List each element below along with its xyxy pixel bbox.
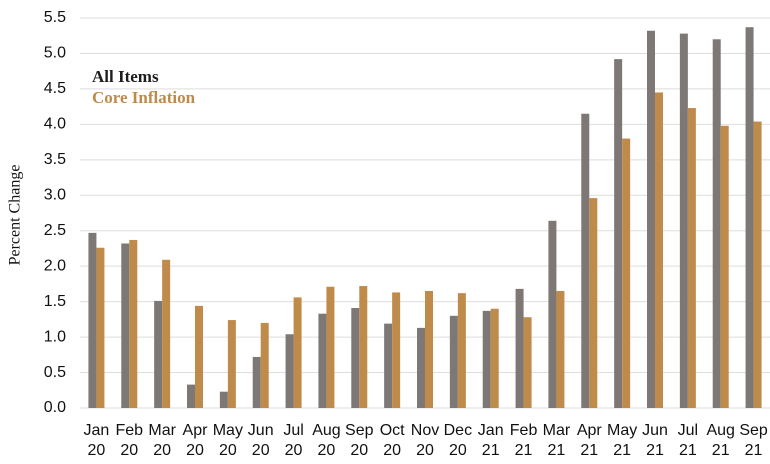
bar [523,317,532,408]
bar [326,286,335,408]
bar [154,300,163,408]
legend-label: Core Inflation [92,88,196,107]
x-tick-label: Sep 20 [345,422,374,459]
bar [449,315,458,408]
bar [351,308,360,408]
x-tick-label: Jul 21 [677,422,699,459]
bar [548,220,557,408]
x-tick-label: Dec 20 [443,422,473,459]
y-tick-label: 5.0 [44,45,66,62]
x-tick-label: Feb 20 [115,422,144,459]
bar [121,243,130,408]
x-tick-label: Apr 21 [576,422,602,459]
y-tick-label: 1.0 [44,328,66,345]
bar [515,288,524,408]
bar [556,291,565,408]
bar [622,138,631,408]
x-tick-label: Apr 20 [182,422,208,459]
x-tick-label: Feb 21 [509,422,538,459]
bar [318,313,327,408]
bar [88,232,97,408]
bar [589,198,598,408]
bar [679,33,688,408]
bar [359,286,368,408]
bar [293,297,302,408]
bar [425,291,433,408]
y-axis-label: Percent Change [7,165,24,266]
bar [647,30,655,408]
x-tick-label: May 21 [607,422,638,459]
x-tick-label: Nov 20 [410,422,440,459]
x-tick-label: Jun 21 [642,422,668,459]
x-tick-label: Jul 20 [283,422,304,459]
y-tick-label: 0.5 [44,364,66,381]
legend-label: All Items [92,67,159,86]
bar [187,384,195,408]
x-tick-label: Oct 20 [379,422,405,459]
y-tick-label: 3.5 [44,151,66,168]
x-tick-label: Mar 21 [542,422,571,459]
bar [490,308,499,408]
x-tick-label: Mar 20 [148,422,176,459]
bar [162,259,171,408]
y-tick-label: 1.5 [44,293,66,310]
bar [392,292,401,408]
bar [581,113,590,409]
y-tick-label: 5.5 [44,9,66,26]
x-tick-label: Jan 21 [477,422,504,459]
bar [482,310,491,408]
bar [219,391,228,408]
bar [96,247,105,408]
bar [129,239,138,408]
bar [655,92,663,409]
bar [252,356,261,408]
bar [614,59,623,409]
y-tick-label: 2.0 [44,257,66,274]
bar [260,322,269,408]
x-tick-label: Jun 20 [247,422,274,459]
x-tick-label: Sep 21 [739,422,768,459]
bar [384,323,393,408]
x-tick-label: Aug 20 [312,422,341,459]
y-tick-label: 2.5 [44,222,66,239]
bar [712,39,721,408]
bar [720,125,729,409]
bar [457,293,466,408]
bar [285,334,294,408]
y-tick-label: 4.5 [44,80,66,97]
x-tick-label: May 20 [212,422,243,459]
x-tick-label: Aug 21 [706,422,735,459]
bar [417,327,425,408]
bar [745,27,754,409]
bar [227,320,236,408]
y-tick-label: 4.0 [44,116,66,133]
x-tick-label: Jan 20 [83,422,110,459]
bar [687,108,696,409]
y-tick-label: 0.0 [44,399,66,416]
y-tick-label: 3.0 [44,186,66,203]
bar [195,305,203,408]
bar [753,121,762,408]
